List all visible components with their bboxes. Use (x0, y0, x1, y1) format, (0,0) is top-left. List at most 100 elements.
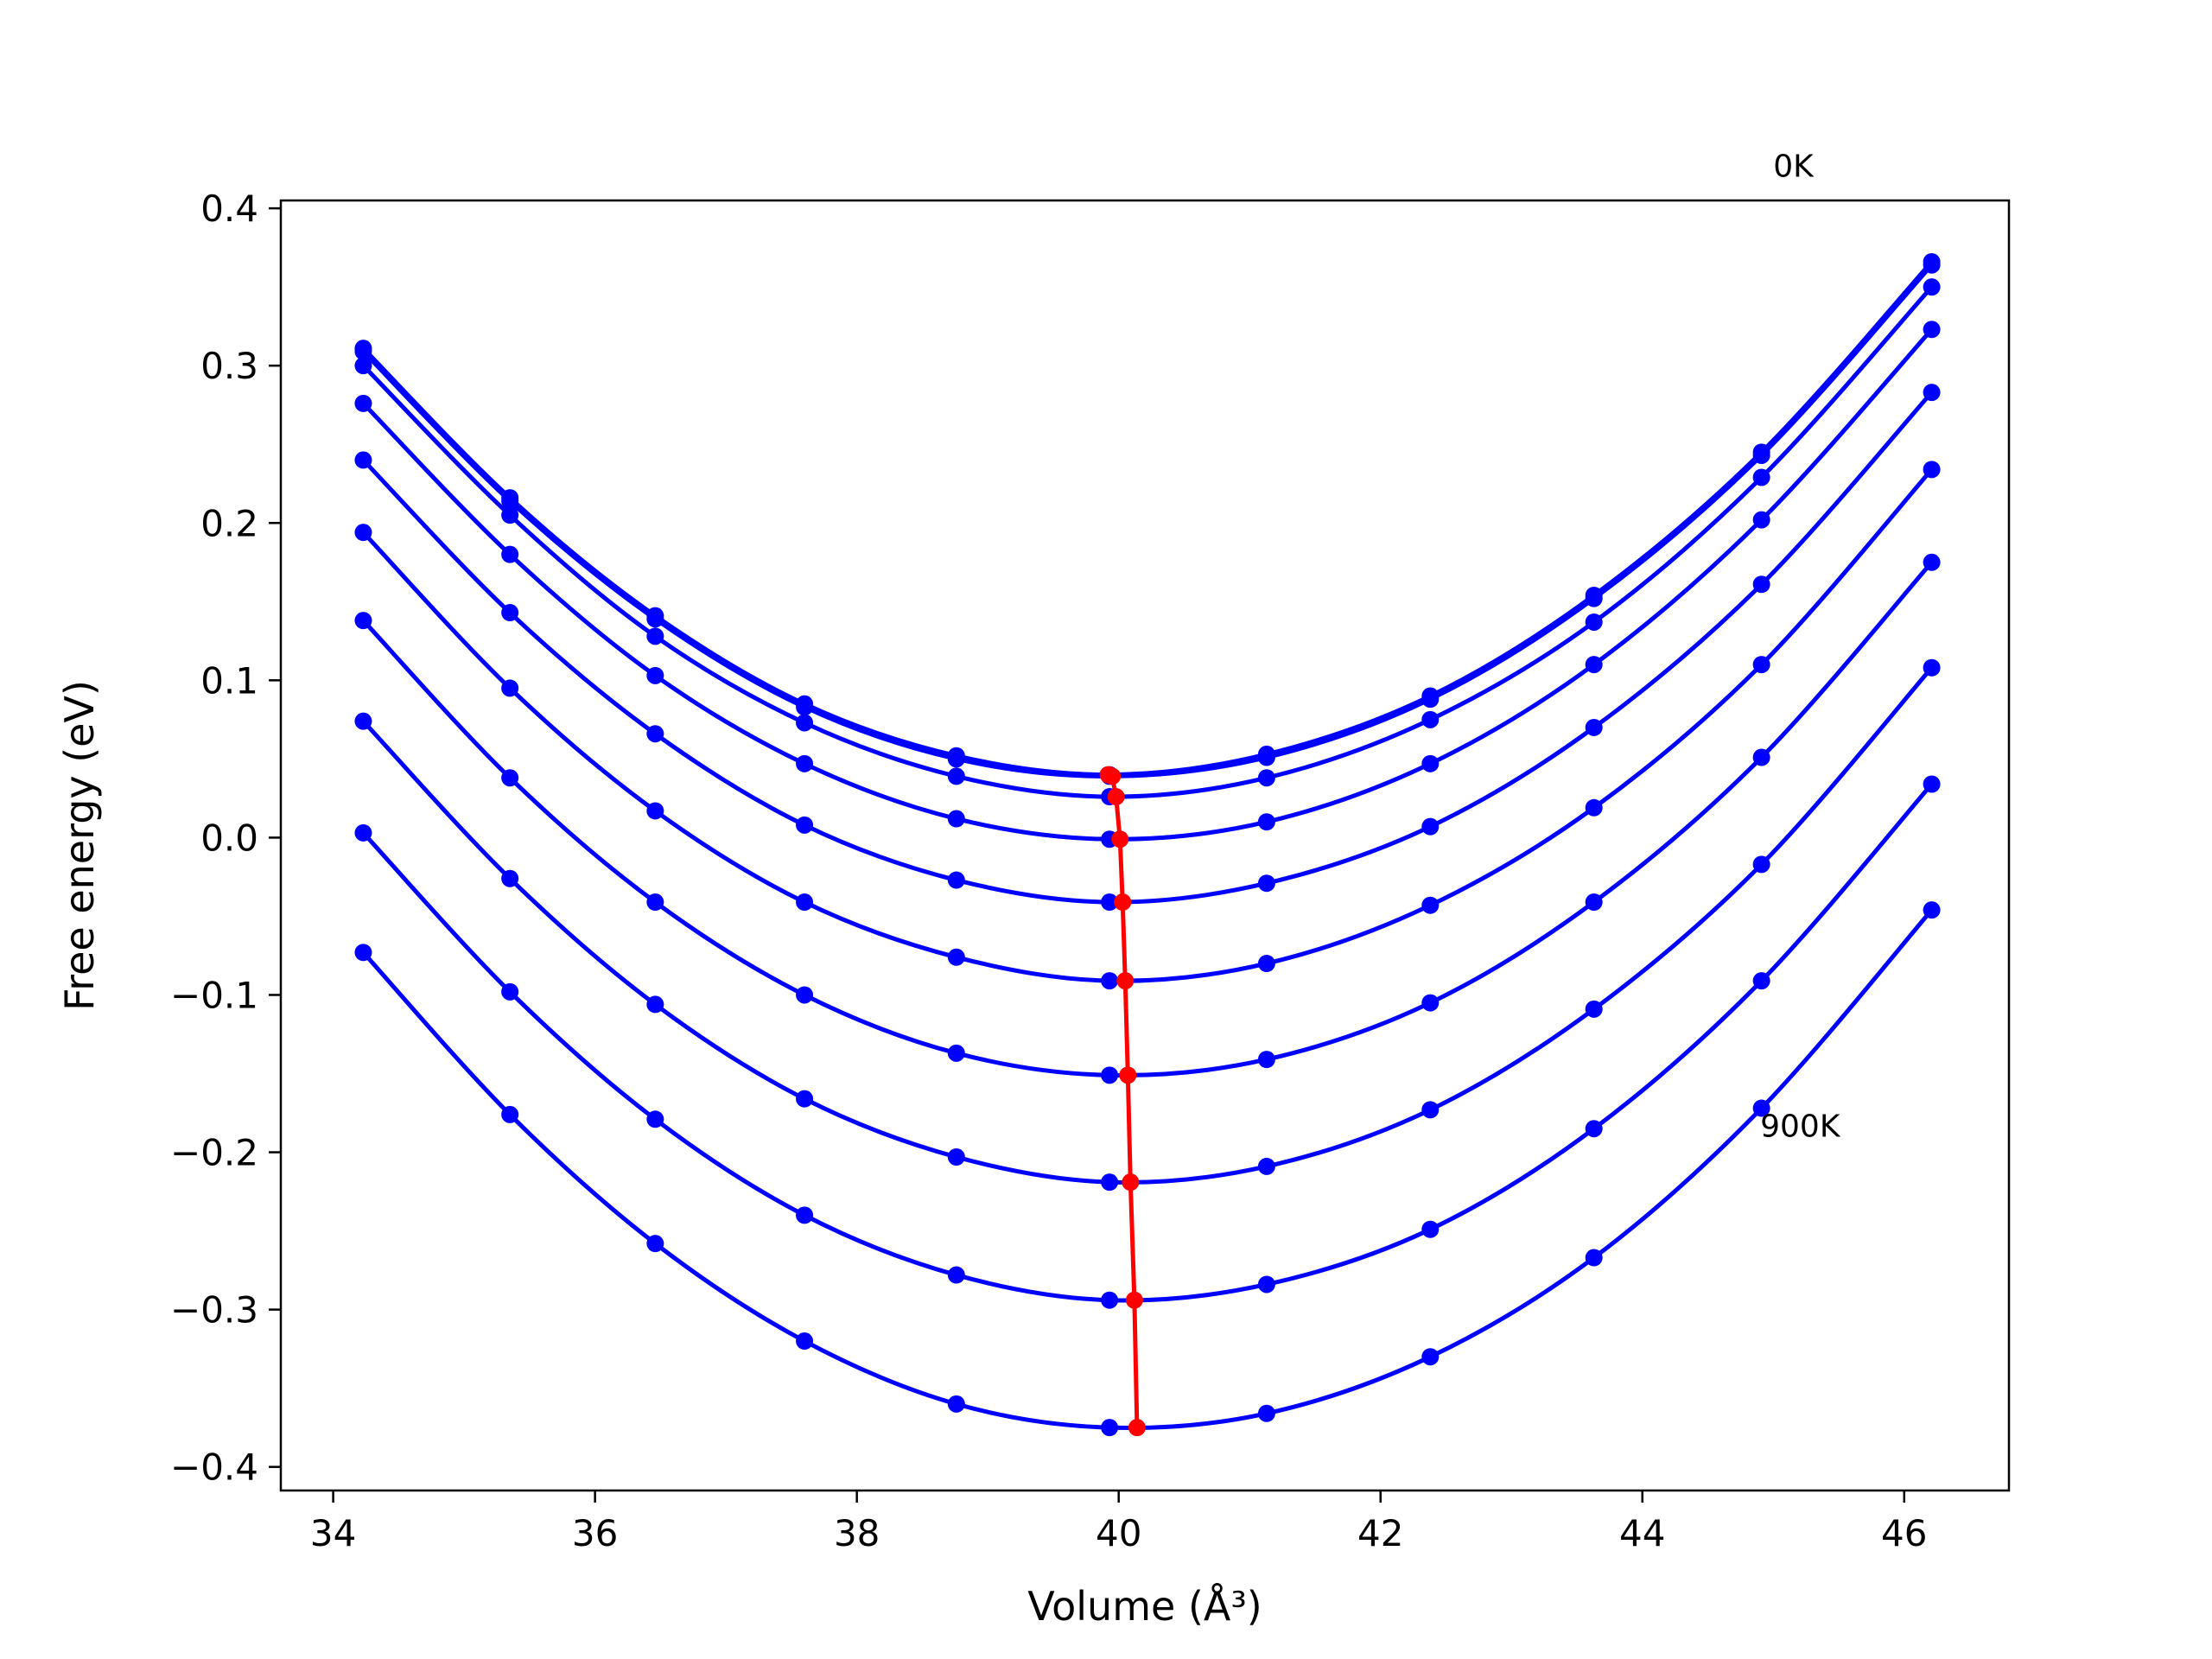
minimum-point-5 (1116, 972, 1135, 990)
data-point-4-6 (1257, 874, 1275, 893)
minimum-point-4 (1114, 893, 1132, 912)
minimum-point-2 (1107, 788, 1125, 806)
data-point-7-4 (947, 1148, 965, 1166)
data-point-9-3 (796, 1332, 814, 1351)
data-point-4-4 (947, 871, 965, 889)
data-point-3-3 (796, 754, 814, 772)
x-tick-label-2: 38 (834, 1512, 880, 1554)
data-point-3-10 (1923, 321, 1941, 339)
data-point-9-2 (646, 1235, 664, 1253)
y-tick-label-1: −0.3 (170, 1289, 258, 1332)
data-point-4-1 (501, 604, 519, 622)
data-point-3-7 (1421, 754, 1440, 772)
data-point-8-8 (1585, 1120, 1603, 1138)
data-point-1-2 (646, 610, 664, 628)
data-point-8-7 (1421, 1220, 1440, 1238)
y-tick-label-8: 0.4 (200, 188, 258, 230)
series-line-4 (361, 391, 1934, 905)
y-tick-label-4: 0.0 (200, 817, 258, 859)
data-point-6-8 (1585, 893, 1603, 912)
x-tick-label-3: 40 (1096, 1512, 1141, 1554)
data-point-9-9 (1752, 1099, 1770, 1117)
data-point-3-0 (354, 394, 372, 412)
data-point-1-8 (1585, 589, 1603, 607)
data-point-6-3 (796, 986, 814, 1004)
y-tick-label-0: −0.4 (170, 1446, 258, 1489)
data-point-7-6 (1257, 1157, 1275, 1175)
series-line-8 (361, 782, 1934, 1303)
series-line-5 (361, 467, 1934, 983)
y-axis: −0.4 −0.3 −0.2 −0.1 0.0 0.1 0.2 0.3 0.4 (170, 188, 281, 1489)
data-point-5-0 (354, 524, 372, 542)
data-point-9-8 (1585, 1249, 1603, 1267)
data-point-2-10 (1923, 278, 1941, 296)
data-point-3-6 (1257, 813, 1275, 831)
data-point-9-1 (501, 1105, 519, 1123)
data-point-9-0 (354, 944, 372, 962)
data-point-4-8 (1585, 718, 1603, 736)
y-axis-label: Free energy (eV) (56, 680, 103, 1011)
annotation-900k: 900K (1760, 1109, 1841, 1144)
data-point-8-0 (354, 823, 372, 842)
curve-layer (354, 253, 1941, 1437)
data-point-5-8 (1585, 798, 1603, 817)
data-point-1-6 (1257, 748, 1275, 766)
data-point-7-7 (1421, 1101, 1440, 1119)
data-point-6-9 (1752, 748, 1770, 766)
data-point-9-4 (947, 1395, 965, 1413)
series-line-6 (361, 561, 1934, 1077)
data-point-1-1 (501, 492, 519, 510)
minima-layer (1099, 766, 1146, 1437)
data-point-5-6 (1257, 955, 1275, 973)
data-point-7-8 (1585, 1000, 1603, 1018)
data-point-2-1 (501, 506, 519, 524)
data-point-3-4 (947, 810, 965, 828)
x-tick-label-0: 34 (310, 1512, 356, 1554)
data-point-9-10 (1923, 901, 1941, 919)
data-point-2-8 (1585, 613, 1603, 631)
x-axis: 34 36 38 40 42 44 46 (310, 1491, 1928, 1554)
data-point-7-10 (1923, 658, 1941, 677)
data-point-9-6 (1257, 1404, 1275, 1422)
data-point-3-1 (501, 545, 519, 563)
data-point-4-10 (1923, 384, 1941, 402)
data-point-2-2 (646, 627, 664, 645)
data-point-1-9 (1752, 446, 1770, 464)
data-point-3-9 (1752, 511, 1770, 529)
data-point-1-0 (354, 342, 372, 360)
data-point-4-5 (1101, 893, 1119, 912)
series-line-9 (361, 908, 1934, 1431)
data-point-8-10 (1923, 775, 1941, 793)
data-point-3-8 (1585, 656, 1603, 674)
data-point-3-2 (646, 666, 664, 684)
data-point-8-4 (947, 1266, 965, 1284)
y-tick-label-6: 0.2 (200, 502, 258, 544)
x-axis-label: Volume (Å³) (1027, 1583, 1262, 1630)
data-point-6-4 (947, 1044, 965, 1062)
minimum-point-6 (1119, 1066, 1137, 1084)
series-line-3 (361, 327, 1934, 842)
minimum-point-3 (1111, 830, 1129, 849)
minima-line (1107, 772, 1140, 1428)
y-tick-label-5: 0.1 (200, 659, 258, 702)
data-point-4-0 (354, 451, 372, 469)
data-point-2-4 (947, 767, 965, 785)
data-point-5-4 (947, 948, 965, 966)
minimum-point-1 (1103, 767, 1122, 785)
data-point-1-3 (796, 698, 814, 716)
data-point-4-3 (796, 816, 814, 834)
data-point-2-7 (1421, 710, 1440, 728)
data-point-4-7 (1421, 817, 1440, 836)
data-point-8-2 (646, 1110, 664, 1128)
series-line-7 (361, 666, 1934, 1185)
data-point-6-0 (354, 612, 372, 630)
minimum-point-7 (1122, 1173, 1140, 1192)
data-point-1-10 (1923, 256, 1941, 274)
series-line-1 (361, 263, 1934, 779)
minimum-point-8 (1125, 1291, 1143, 1309)
data-point-2-9 (1752, 468, 1770, 486)
data-point-5-5 (1101, 972, 1119, 990)
y-tick-label-2: −0.2 (170, 1132, 258, 1174)
data-point-7-0 (354, 712, 372, 730)
